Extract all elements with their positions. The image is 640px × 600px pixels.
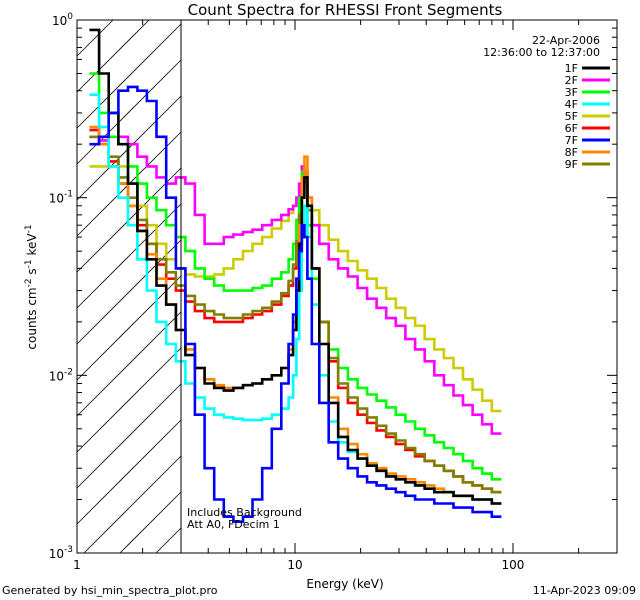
- legend-label: 6F: [565, 122, 578, 135]
- hatch-line: [76, 311, 182, 417]
- x-tick-label: 1: [73, 558, 81, 572]
- y-axis-label: counts cm-2 s-1 keV-1: [24, 224, 39, 349]
- legend-label: 1F: [565, 62, 578, 75]
- legend-label: 7F: [565, 134, 578, 147]
- legend-label: 5F: [565, 110, 578, 123]
- legend-label: 8F: [565, 146, 578, 159]
- legend-label: 9F: [565, 158, 578, 171]
- chart-title: Count Spectra for RHESSI Front Segments: [188, 1, 503, 19]
- legend-label: 4F: [565, 98, 578, 111]
- series-line-3F: [89, 72, 502, 481]
- footer-timestamp: 11-Apr-2023 09:09: [532, 584, 636, 597]
- x-axis: 1 10 100: [73, 20, 580, 572]
- hatch-line: [155, 527, 182, 554]
- y-tick-label: 100: [52, 12, 73, 28]
- hatch-line: [76, 203, 182, 309]
- y-tick-label: 10-2: [49, 367, 73, 383]
- series-line-7F: [89, 85, 502, 523]
- hatch-line: [76, 59, 182, 165]
- hatch-line: [83, 455, 182, 554]
- y-tick-label: 10-1: [49, 190, 73, 206]
- hatch-line: [76, 383, 182, 489]
- y-axis: 100 10-1 10-2 10-3: [49, 12, 617, 561]
- legend-label: 3F: [565, 86, 578, 99]
- series-line-9F: [89, 135, 502, 494]
- footer-generated-by: Generated by hsi_min_spectra_plot.pro: [2, 584, 218, 597]
- x-tick-label: 100: [502, 558, 525, 572]
- series-group: [89, 28, 502, 523]
- legend-time-range: 12:36:00 to 12:37:00: [483, 46, 600, 59]
- hatch-line: [76, 347, 182, 453]
- y-tick-label: 10-3: [49, 545, 73, 561]
- x-axis-label: Energy (keV): [306, 577, 383, 591]
- attenuator-note: Att A0, FDecim 1: [187, 518, 280, 531]
- x-tick-label: 10: [287, 558, 302, 572]
- legend-label: 2F: [565, 74, 578, 87]
- hatch-line: [76, 23, 182, 129]
- hatch-line: [76, 239, 182, 345]
- plot-frame: [76, 19, 618, 554]
- background-note: Includes Background: [187, 506, 302, 519]
- hatch-line: [76, 19, 114, 57]
- legend-date: 22-Apr-2006: [532, 34, 600, 47]
- hatch-line: [119, 491, 182, 554]
- hatch-line: [76, 419, 182, 525]
- hatch-line: [76, 19, 150, 93]
- hatch-line: [76, 275, 182, 381]
